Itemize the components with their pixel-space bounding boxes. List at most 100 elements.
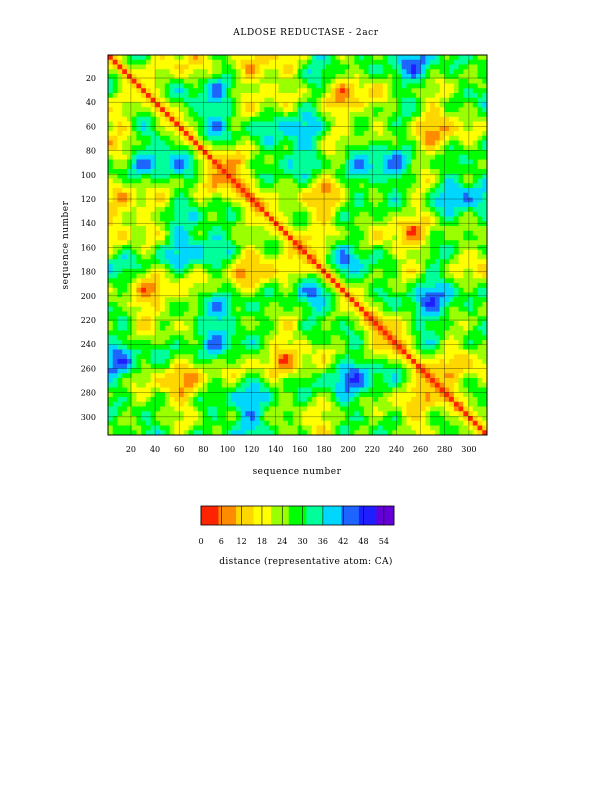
heatmap-cell: [330, 425, 336, 431]
heatmap-cell: [136, 335, 142, 341]
heatmap-cell: [226, 145, 232, 151]
heatmap-cell: [354, 150, 360, 156]
heatmap-cell: [126, 311, 133, 317]
heatmap-cell: [245, 335, 251, 341]
heatmap-cell: [169, 297, 175, 303]
heatmap-cell: [145, 230, 152, 236]
heatmap-cell: [160, 88, 166, 94]
heatmap-cell: [259, 216, 265, 222]
heatmap-cell: [269, 59, 275, 65]
heatmap-cell: [126, 278, 133, 284]
heatmap-cell: [292, 335, 298, 341]
heatmap-cell: [235, 306, 242, 312]
heatmap-cell: [273, 425, 279, 431]
heatmap-cell: [212, 416, 218, 422]
heatmap-cell: [254, 302, 260, 308]
heatmap-cell: [250, 216, 256, 222]
heatmap-cell: [117, 192, 123, 198]
heatmap-cell: [126, 83, 133, 89]
heatmap-cell: [226, 397, 232, 403]
heatmap-cell: [207, 230, 213, 236]
heatmap-cell: [198, 145, 204, 151]
heatmap-cell: [198, 112, 204, 118]
heatmap-cell: [278, 145, 284, 151]
heatmap-cell: [292, 169, 298, 175]
heatmap-cell: [179, 363, 185, 369]
heatmap-cell: [235, 230, 242, 236]
heatmap-cell: [198, 335, 204, 341]
heatmap-cell: [368, 55, 374, 61]
heatmap-cell: [108, 55, 114, 61]
heatmap-cell: [108, 197, 114, 203]
heatmap-cell: [363, 102, 369, 108]
heatmap-cell: [193, 240, 199, 246]
heatmap-cell: [155, 249, 161, 255]
heatmap-cell: [387, 202, 393, 208]
heatmap-cell: [273, 392, 279, 398]
heatmap-cell: [117, 264, 123, 270]
heatmap-cell: [387, 292, 393, 298]
heatmap-cell: [122, 387, 128, 393]
heatmap-cell: [321, 131, 327, 137]
heatmap-cell: [330, 116, 336, 122]
heatmap-cell: [250, 354, 256, 360]
heatmap-cell: [108, 173, 114, 179]
heatmap-cell: [302, 78, 308, 84]
heatmap-cell: [226, 164, 232, 170]
heatmap-cell: [363, 340, 369, 346]
heatmap-cell: [212, 154, 218, 160]
heatmap-cell: [193, 145, 199, 151]
heatmap-cell: [382, 207, 388, 213]
heatmap-cell: [378, 74, 384, 80]
heatmap-cell: [368, 378, 374, 384]
heatmap-cell: [235, 325, 242, 331]
heatmap-cell: [269, 240, 275, 246]
heatmap-cell: [108, 264, 114, 270]
heatmap-cell: [392, 302, 398, 308]
heatmap-cell: [212, 83, 218, 89]
heatmap-cell: [311, 102, 317, 108]
heatmap-cell: [164, 283, 170, 289]
heatmap-cell: [250, 359, 256, 365]
heatmap-cell: [245, 211, 251, 217]
heatmap-cell: [122, 306, 128, 312]
heatmap-cell: [188, 83, 194, 89]
heatmap-cell: [141, 335, 147, 341]
heatmap-cell: [235, 178, 242, 184]
heatmap-cell: [212, 387, 218, 393]
heatmap-cell: [321, 126, 327, 132]
heatmap-cell: [316, 430, 322, 436]
heatmap-cell: [264, 316, 270, 322]
heatmap-cell: [269, 335, 275, 341]
heatmap-cell: [221, 216, 227, 222]
heatmap-cell: [382, 335, 388, 341]
heatmap-cell: [221, 235, 227, 241]
heatmap-cell: [311, 78, 317, 84]
heatmap-cell: [183, 97, 189, 103]
heatmap-cell: [131, 306, 137, 312]
heatmap-cell: [306, 382, 313, 388]
heatmap-cell: [226, 74, 232, 80]
heatmap-cell: [302, 140, 308, 146]
heatmap-cell: [283, 202, 289, 208]
heatmap-cell: [150, 359, 156, 365]
heatmap-cell: [283, 382, 289, 388]
heatmap-cell: [240, 78, 246, 84]
heatmap-cell: [122, 64, 128, 70]
heatmap-cell: [373, 349, 379, 355]
heatmap-cell: [164, 373, 170, 379]
heatmap-cell: [126, 93, 133, 99]
heatmap-cell: [254, 354, 260, 360]
heatmap-cell: [273, 230, 279, 236]
heatmap-cell: [349, 192, 355, 198]
heatmap-cell: [131, 373, 137, 379]
heatmap-cell: [231, 368, 237, 374]
heatmap-cell: [235, 207, 242, 213]
heatmap-cell: [240, 259, 246, 265]
heatmap-cell: [387, 159, 393, 165]
heatmap-cell: [335, 78, 341, 84]
heatmap-cell: [174, 178, 180, 184]
heatmap-cell: [226, 340, 232, 346]
heatmap-cell: [273, 131, 279, 137]
heatmap-cell: [122, 102, 128, 108]
